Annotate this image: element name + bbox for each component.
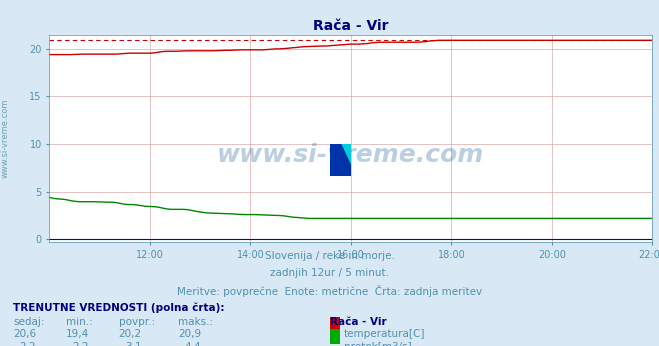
Polygon shape <box>330 144 351 176</box>
Text: 3,1: 3,1 <box>125 342 142 346</box>
Text: 2,2: 2,2 <box>20 342 36 346</box>
Text: 20,6: 20,6 <box>13 329 36 339</box>
Text: min.:: min.: <box>66 317 93 327</box>
Polygon shape <box>341 144 351 167</box>
Text: sedaj:: sedaj: <box>13 317 45 327</box>
Polygon shape <box>330 144 351 176</box>
Text: 4,4: 4,4 <box>185 342 201 346</box>
Text: 20,2: 20,2 <box>119 329 142 339</box>
Text: 20,9: 20,9 <box>178 329 201 339</box>
Text: maks.:: maks.: <box>178 317 213 327</box>
Text: povpr.:: povpr.: <box>119 317 155 327</box>
Text: Meritve: povprečne  Enote: metrične  Črta: zadnja meritev: Meritve: povprečne Enote: metrične Črta:… <box>177 285 482 298</box>
Text: temperatura[C]: temperatura[C] <box>344 329 426 339</box>
Text: Slovenija / reke in morje.: Slovenija / reke in morje. <box>264 251 395 261</box>
Text: pretok[m3/s]: pretok[m3/s] <box>344 342 412 346</box>
Title: Rača - Vir: Rača - Vir <box>313 19 389 34</box>
Text: 19,4: 19,4 <box>66 329 89 339</box>
Text: TRENUTNE VREDNOSTI (polna črta):: TRENUTNE VREDNOSTI (polna črta): <box>13 303 225 313</box>
Text: www.si-vreme.com: www.si-vreme.com <box>1 99 10 178</box>
Text: 2,2: 2,2 <box>72 342 89 346</box>
Text: zadnjih 12ur / 5 minut.: zadnjih 12ur / 5 minut. <box>270 268 389 278</box>
Text: Rača - Vir: Rača - Vir <box>330 317 386 327</box>
Text: www.si-vreme.com: www.si-vreme.com <box>217 143 484 167</box>
